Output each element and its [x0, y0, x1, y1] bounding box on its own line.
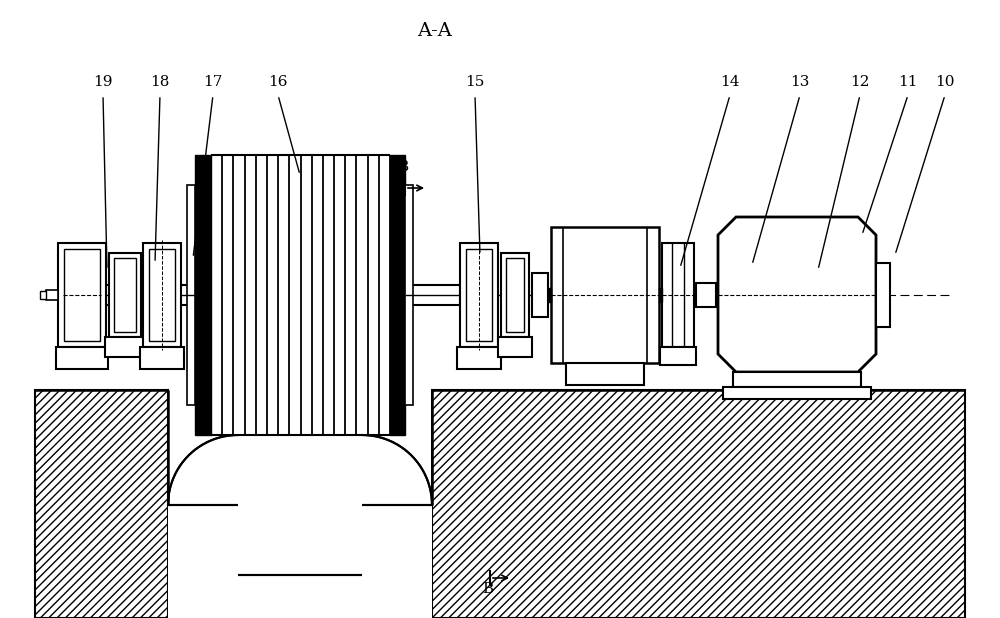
Bar — [238, 574, 362, 618]
Text: A-A: A-A — [418, 22, 452, 40]
Bar — [211, 155, 390, 435]
Bar — [149, 249, 175, 341]
Bar — [696, 283, 716, 307]
Bar — [501, 253, 529, 337]
Bar — [660, 347, 696, 365]
Bar — [566, 363, 644, 385]
Bar — [195, 155, 211, 435]
Text: 11: 11 — [898, 75, 918, 89]
Text: B: B — [397, 160, 409, 174]
Bar — [405, 185, 413, 405]
Text: 12: 12 — [850, 75, 870, 89]
Bar — [659, 288, 662, 302]
Bar — [457, 347, 501, 369]
Bar — [114, 258, 136, 332]
Bar — [143, 243, 181, 347]
Bar — [723, 387, 871, 399]
Text: 14: 14 — [720, 75, 740, 89]
Text: 13: 13 — [790, 75, 810, 89]
Polygon shape — [169, 391, 431, 504]
Polygon shape — [718, 217, 876, 372]
Bar — [100, 285, 195, 305]
Text: 18: 18 — [150, 75, 170, 89]
Text: 17: 17 — [203, 75, 223, 89]
Bar — [56, 347, 108, 369]
Text: 16: 16 — [268, 75, 288, 89]
Text: 19: 19 — [93, 75, 113, 89]
Polygon shape — [432, 390, 965, 618]
Bar — [548, 288, 551, 302]
Polygon shape — [168, 505, 432, 618]
Bar — [733, 372, 861, 387]
Bar — [109, 253, 141, 337]
Bar — [532, 273, 548, 317]
Bar — [64, 249, 100, 341]
Bar — [40, 291, 46, 299]
Bar — [498, 337, 532, 357]
Bar — [551, 227, 659, 363]
Bar — [187, 185, 195, 405]
Bar — [58, 243, 106, 347]
Bar — [662, 243, 694, 347]
Bar — [506, 258, 524, 332]
Text: 15: 15 — [465, 75, 485, 89]
Bar — [105, 337, 145, 357]
Bar — [460, 243, 498, 347]
Bar — [140, 347, 184, 369]
Bar — [466, 249, 492, 341]
Bar — [169, 505, 431, 577]
Text: B: B — [482, 582, 494, 596]
Bar — [876, 263, 890, 327]
Text: 10: 10 — [935, 75, 955, 89]
Bar — [405, 285, 460, 305]
Bar — [390, 155, 405, 435]
Bar — [46, 290, 58, 300]
Polygon shape — [35, 390, 168, 618]
